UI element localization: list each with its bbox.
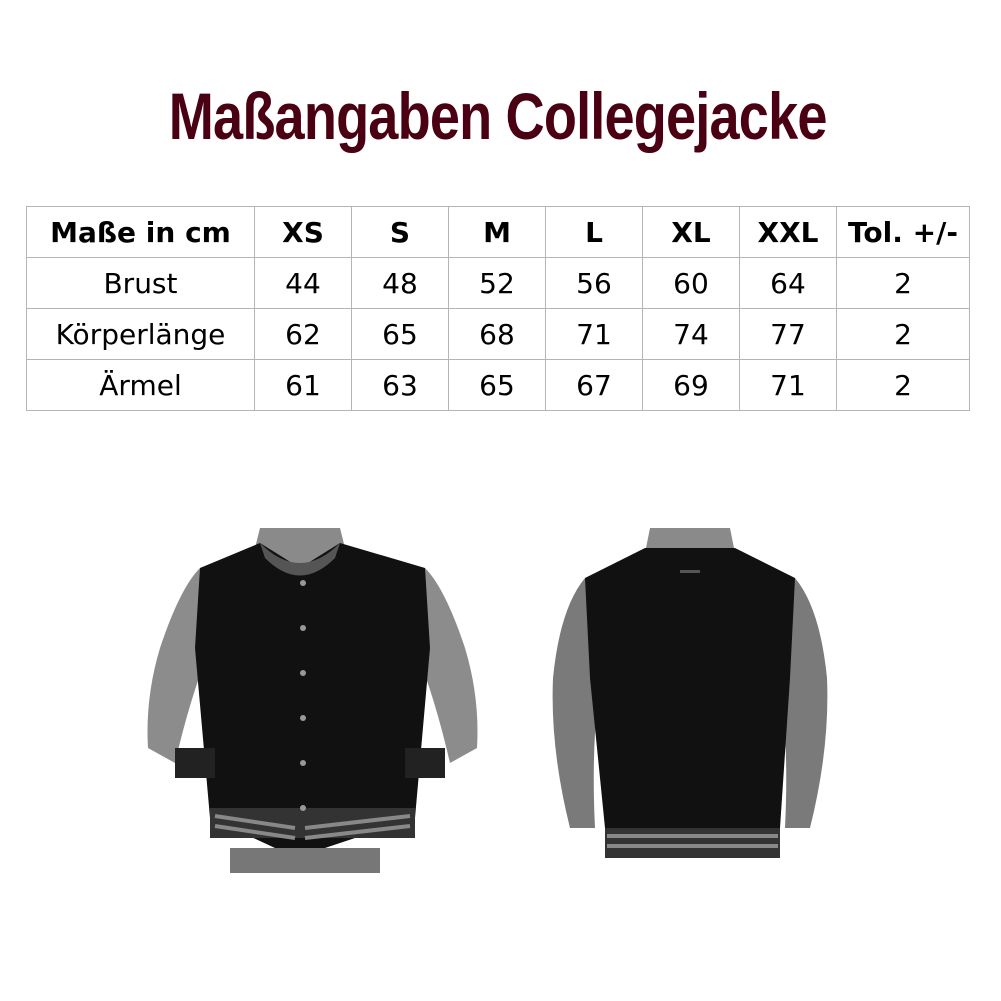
table-cell: 48 (351, 257, 449, 309)
header-cell: Tol. +/- (836, 206, 970, 258)
table-row: Körperlänge 62 65 68 71 74 77 2 (26, 308, 970, 360)
table-cell: 71 (545, 308, 643, 360)
header-cell: XXL (739, 206, 837, 258)
header-cell: S (351, 206, 449, 258)
jacket-back-image (552, 528, 828, 858)
table-cell: 2 (836, 308, 970, 360)
table-cell: 63 (351, 359, 449, 411)
row-label: Ärmel (26, 359, 255, 411)
table-cell: 69 (642, 359, 740, 411)
table-cell: 65 (351, 308, 449, 360)
header-cell: Maße in cm (26, 206, 255, 258)
table-cell: 60 (642, 257, 740, 309)
table-cell: 52 (448, 257, 546, 309)
page-title: Maßangaben Collegejacke (168, 79, 828, 153)
table-cell: 44 (254, 257, 352, 309)
table-cell: 77 (739, 308, 837, 360)
header-cell: L (545, 206, 643, 258)
table-cell: 65 (448, 359, 546, 411)
jacket-front-image (147, 528, 478, 873)
table-cell: 62 (254, 308, 352, 360)
table-cell: 67 (545, 359, 643, 411)
row-label: Brust (26, 257, 255, 309)
table-cell: 64 (739, 257, 837, 309)
table-cell: 2 (836, 359, 970, 411)
header-cell: M (448, 206, 546, 258)
table-row: Brust 44 48 52 56 60 64 2 (26, 257, 970, 309)
header-cell: XS (254, 206, 352, 258)
table-header-row: Maße in cm XS S M L XL XXL Tol. +/- (26, 206, 970, 258)
table-cell: 71 (739, 359, 837, 411)
table-cell: 2 (836, 257, 970, 309)
header-cell: XL (642, 206, 740, 258)
table-cell: 61 (254, 359, 352, 411)
table-cell: 56 (545, 257, 643, 309)
table-cell: 74 (642, 308, 740, 360)
table-cell: 68 (448, 308, 546, 360)
table-row: Ärmel 61 63 65 67 69 71 2 (26, 359, 970, 411)
size-table: Maße in cm XS S M L XL XXL Tol. +/- Brus… (26, 206, 970, 411)
row-label: Körperlänge (26, 308, 255, 360)
